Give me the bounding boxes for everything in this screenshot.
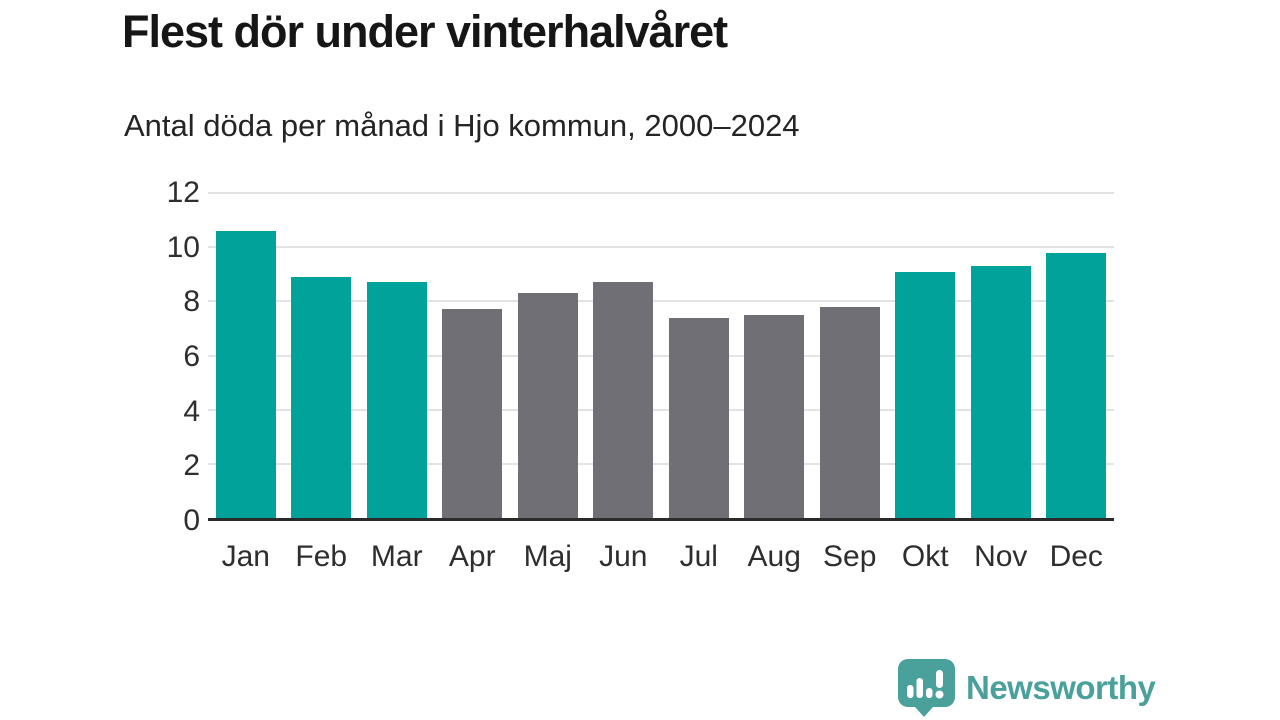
x-tick-label-maj: Maj — [523, 540, 572, 573]
y-axis: 0 2 4 6 8 10 12 — [118, 178, 200, 536]
y-tick-label-8: 8 — [183, 285, 200, 319]
bar-maj — [517, 293, 578, 518]
x-tick-label-okt: Okt — [901, 540, 949, 573]
bar-feb — [291, 276, 352, 518]
bar-column-nov — [963, 193, 1039, 518]
bar-aug — [744, 314, 805, 518]
bar-column-aug — [737, 193, 813, 518]
bar-column-apr — [435, 193, 511, 518]
x-tick-label-feb: Feb — [295, 540, 348, 573]
x-tick-label-dec: Dec — [1049, 540, 1103, 573]
y-tick-label-12: 12 — [166, 176, 200, 209]
gridline-12 — [208, 192, 1114, 194]
bars — [208, 193, 1114, 518]
x-tick-label-jan: Jan — [221, 540, 270, 573]
newsworthy-brand-name: Newsworthy — [966, 669, 1156, 706]
bar-dec — [1046, 252, 1107, 518]
x-axis: Jan Feb Mar Apr Maj Jun Jul Aug Sep Okt Nov Dec — [208, 540, 1114, 574]
gridline-8 — [208, 300, 1114, 303]
bar-column-jun — [586, 193, 662, 518]
bar-okt — [895, 271, 956, 518]
bar-jan — [215, 230, 276, 518]
bar-nov — [970, 266, 1031, 518]
plot-area — [208, 192, 1114, 521]
y-tick-label-0: 0 — [183, 504, 200, 537]
y-tick-label-10: 10 — [166, 230, 200, 264]
newsworthy-logo: Newsworthy — [898, 659, 1156, 717]
x-tick-label-apr: Apr — [448, 540, 496, 573]
bar-column-sep — [812, 193, 888, 518]
gridline-6 — [208, 354, 1114, 357]
bar-column-feb — [284, 193, 360, 518]
x-tick-label-jul: Jul — [679, 540, 718, 573]
x-tick-label-sep: Sep — [823, 540, 877, 573]
bar-mar — [366, 282, 427, 518]
bar-column-okt — [888, 193, 964, 518]
gridline-2 — [208, 462, 1114, 465]
gridline-10 — [208, 246, 1114, 249]
newsworthy-speech-bubble-bar-chart-icon — [898, 659, 955, 717]
x-tick-label-mar: Mar — [370, 540, 423, 573]
x-tick-label-jun: Jun — [599, 540, 648, 573]
bar-jul — [668, 317, 729, 518]
bar-column-mar — [359, 193, 435, 518]
x-tick-label-nov: Nov — [974, 540, 1028, 573]
bar-column-jul — [661, 193, 737, 518]
bar-jun — [593, 282, 654, 518]
page-title: Flest dör under vinterhalvåret — [122, 6, 728, 57]
y-tick-label-2: 2 — [183, 449, 200, 483]
y-tick-label-6: 6 — [183, 340, 200, 373]
page-subtitle: Antal döda per månad i Hjo kommun, 2000–… — [124, 108, 800, 143]
bar-column-jan — [208, 193, 284, 518]
bar-column-maj — [510, 193, 586, 518]
bar-column-dec — [1039, 193, 1115, 518]
gridline-4 — [208, 408, 1114, 411]
x-tick-label-aug: Aug — [747, 540, 801, 573]
bar-sep — [819, 306, 880, 518]
y-tick-label-4: 4 — [183, 394, 200, 428]
bar-apr — [442, 309, 503, 518]
